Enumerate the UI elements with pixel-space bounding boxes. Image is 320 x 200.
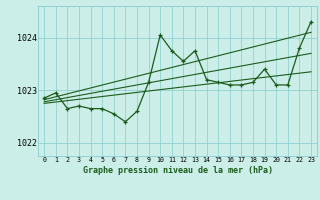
X-axis label: Graphe pression niveau de la mer (hPa): Graphe pression niveau de la mer (hPa): [83, 166, 273, 175]
